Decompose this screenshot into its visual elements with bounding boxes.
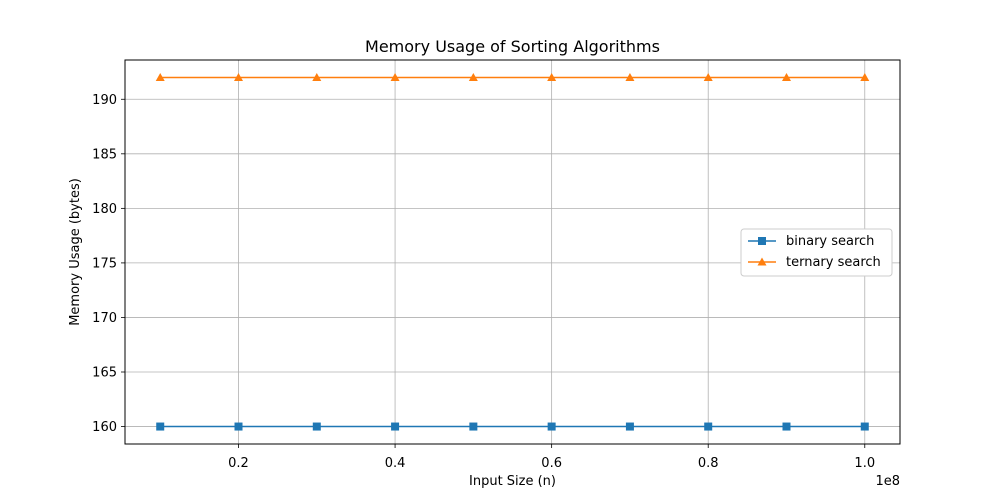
data-point-binary-search — [547, 422, 556, 431]
data-point-ternary-search — [155, 72, 165, 81]
y-tick-label: 170 — [92, 311, 117, 326]
y-tick-label: 185 — [92, 147, 117, 162]
legend: binary search ternary search — [740, 228, 893, 277]
y-tick-label: 160 — [92, 420, 117, 435]
legend-marker-ternary-search — [757, 257, 767, 266]
x-tick-label: 0.2 — [228, 456, 249, 471]
data-point-ternary-search — [547, 72, 557, 81]
x-axis-label: Input Size (n) — [469, 474, 556, 489]
data-point-ternary-search — [625, 72, 635, 81]
data-point-binary-search — [704, 422, 713, 431]
x-axis-offset-label: 1e8 — [875, 474, 900, 489]
x-tick-label: 0.8 — [698, 456, 719, 471]
x-tick-label: 1.0 — [854, 456, 875, 471]
data-point-binary-search — [391, 422, 400, 431]
data-point-binary-search — [234, 422, 243, 431]
legend-marker-binary-search — [758, 237, 766, 245]
data-point-ternary-search — [468, 72, 478, 81]
x-tick-label: 0.4 — [385, 456, 406, 471]
data-point-ternary-search — [312, 72, 322, 81]
chart-title: Memory Usage of Sorting Algorithms — [365, 37, 660, 56]
y-tick-label: 180 — [92, 202, 117, 217]
series-binary-search — [156, 422, 869, 431]
series-ternary-search — [155, 72, 870, 81]
plot-area-frame — [124, 59, 901, 445]
data-point-ternary-search — [234, 72, 244, 81]
data-point-binary-search — [860, 422, 869, 431]
x-tick-label: 0.6 — [541, 456, 562, 471]
data-point-ternary-search — [781, 72, 791, 81]
axis-ticks: 0.2 0.4 0.6 0.8 1.0 160 165 170 175 180 185 190 — [92, 93, 875, 471]
y-axis-label: Memory Usage (bytes) — [68, 178, 83, 326]
data-point-binary-search — [312, 422, 321, 431]
legend-box — [740, 228, 893, 277]
data-point-binary-search — [469, 422, 478, 431]
y-tick-label: 175 — [92, 256, 117, 271]
legend-label-binary-search: binary search — [786, 234, 874, 249]
y-tick-label: 190 — [92, 93, 117, 108]
data-point-ternary-search — [703, 72, 713, 81]
data-point-binary-search — [625, 422, 634, 431]
data-point-binary-search — [782, 422, 791, 431]
data-point-ternary-search — [390, 72, 400, 81]
series-layer — [155, 72, 870, 431]
data-point-ternary-search — [860, 72, 870, 81]
grid-lines — [125, 60, 900, 444]
data-point-binary-search — [156, 422, 165, 431]
y-tick-label: 165 — [92, 366, 117, 381]
legend-label-ternary-search: ternary search — [786, 255, 881, 270]
